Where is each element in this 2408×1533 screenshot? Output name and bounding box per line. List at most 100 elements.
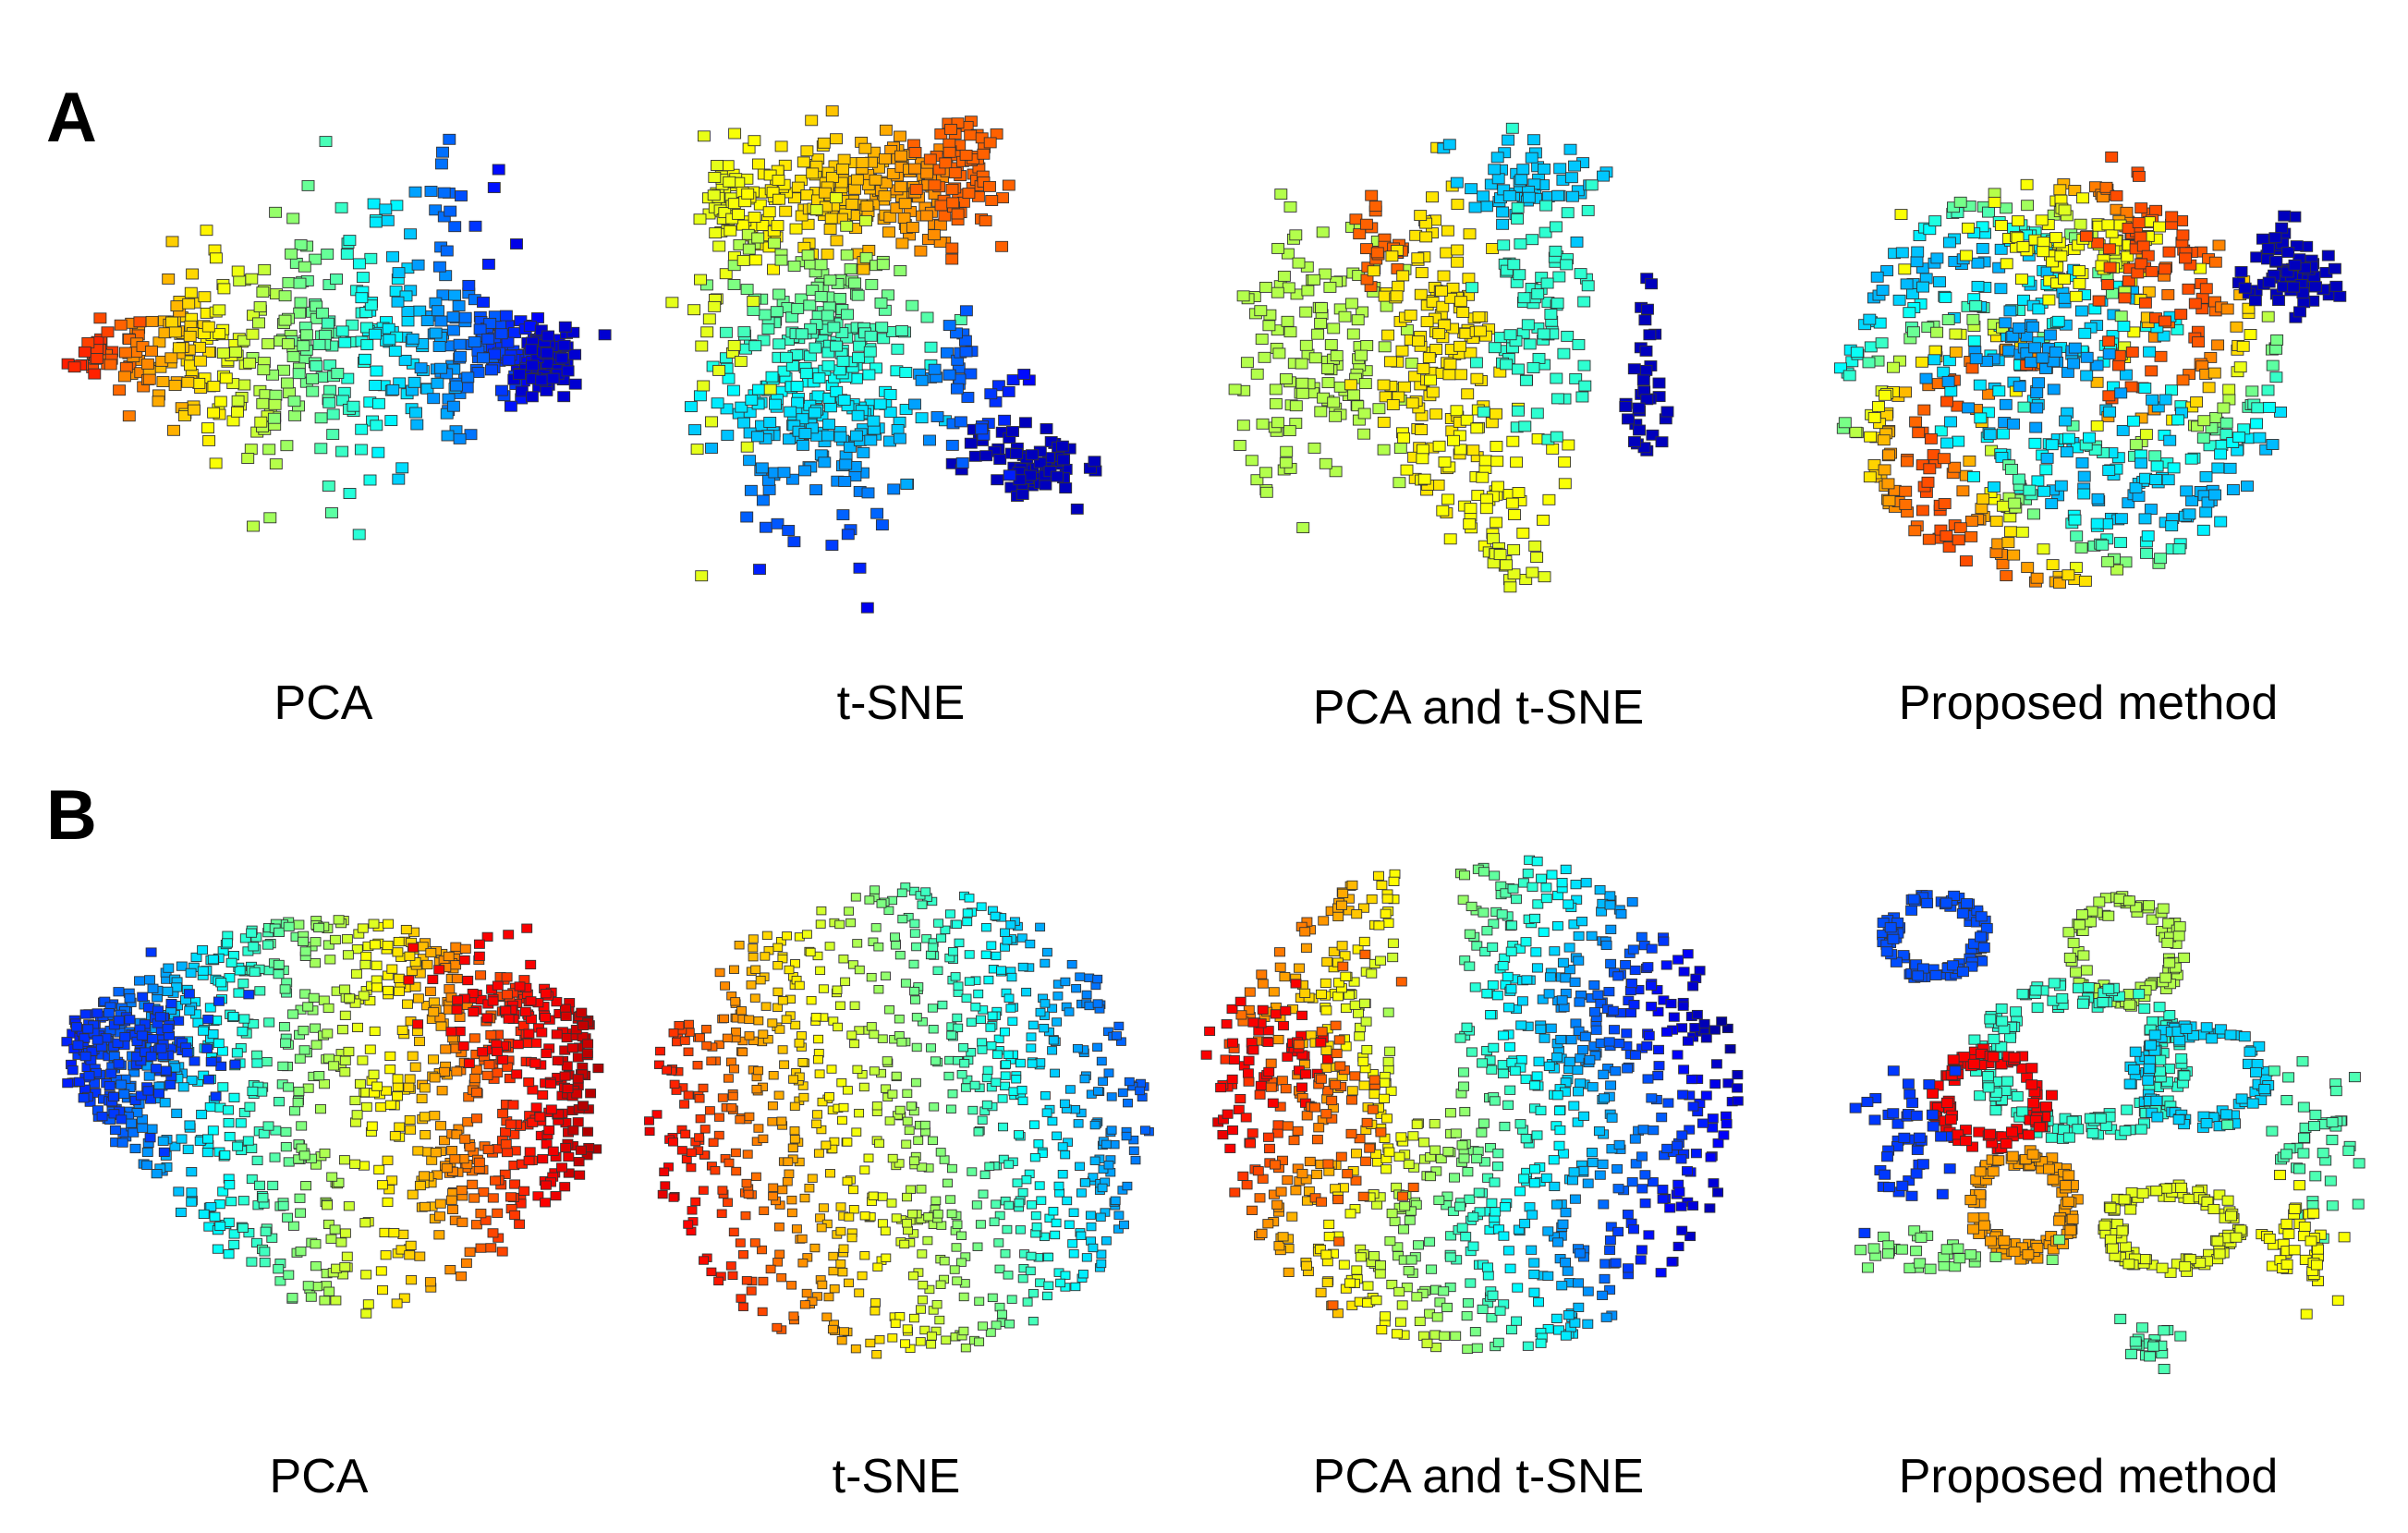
data-point (457, 1040, 469, 1052)
data-point (1240, 357, 1254, 369)
data-point (746, 980, 757, 990)
data-point (298, 261, 311, 273)
data-point (900, 979, 911, 988)
data-point (209, 252, 223, 264)
data-point (695, 570, 709, 582)
data-point (1470, 422, 1484, 434)
data-point (1028, 1288, 1039, 1298)
data-point (483, 317, 497, 329)
data-point (2110, 189, 2123, 201)
data-point (278, 314, 292, 326)
data-point (1940, 395, 1953, 408)
data-point (1523, 338, 1537, 350)
data-point (159, 1098, 171, 1108)
data-point (2129, 481, 2143, 493)
data-point (991, 1320, 1002, 1330)
data-point (1578, 380, 1592, 392)
data-point (501, 990, 513, 1000)
data-point (849, 430, 863, 442)
data-point (210, 1091, 222, 1101)
data-point (898, 198, 912, 210)
data-point (2091, 237, 2105, 249)
data-point (720, 981, 731, 991)
data-point (728, 1227, 739, 1237)
data-point (1863, 313, 1877, 325)
data-point (1255, 334, 1269, 345)
data-point (375, 1101, 387, 1113)
data-point (837, 1267, 848, 1277)
data-point (816, 906, 827, 916)
data-point (2099, 181, 2113, 193)
data-point (1076, 1188, 1087, 1198)
data-point (1546, 443, 1560, 455)
data-point (434, 1198, 446, 1209)
data-point (325, 1234, 337, 1244)
data-point (1443, 359, 1457, 370)
data-point (287, 1221, 299, 1231)
data-point (958, 1326, 969, 1336)
data-point (416, 1093, 428, 1103)
data-point (437, 187, 451, 199)
data-point (1135, 1086, 1146, 1096)
data-point (371, 446, 385, 458)
data-point (909, 929, 920, 938)
data-point (1940, 437, 1953, 449)
data-point (116, 1138, 128, 1148)
data-point (182, 298, 196, 310)
data-point (1012, 1178, 1023, 1187)
data-point (169, 1141, 181, 1151)
data-point (1923, 463, 1937, 475)
data-point (2051, 315, 2065, 327)
data-point (1552, 271, 1566, 283)
data-point (434, 362, 448, 374)
data-point (186, 1167, 198, 1177)
data-point (1499, 1121, 1511, 1132)
data-point (951, 117, 965, 129)
data-point (2102, 348, 2116, 360)
data-point (1636, 374, 1650, 386)
data-point (887, 1153, 898, 1163)
data-point (690, 1197, 701, 1207)
data-point (2204, 351, 2218, 363)
data-point (1066, 959, 1077, 969)
data-point (256, 1087, 268, 1097)
data-point (982, 1065, 993, 1076)
data-point (237, 379, 251, 391)
data-point (856, 156, 870, 168)
data-point (313, 922, 325, 933)
data-point (333, 915, 345, 925)
data-point (800, 189, 814, 201)
data-point (683, 1220, 694, 1229)
data-point (1405, 357, 1418, 369)
data-point (2021, 200, 2035, 212)
data-point (944, 1055, 955, 1065)
data-point (2272, 295, 2285, 307)
data-point (1569, 372, 1583, 384)
data-point (189, 1056, 201, 1066)
data-point (1240, 1113, 1252, 1123)
data-point (369, 940, 381, 950)
data-point (2131, 267, 2145, 279)
data-point (477, 352, 490, 364)
data-point (269, 1152, 281, 1162)
data-point (1121, 1131, 1132, 1141)
data-point (806, 995, 817, 1005)
data-point (2238, 282, 2252, 294)
data-point (364, 252, 378, 264)
data-point (1393, 443, 1407, 455)
data-point (741, 1178, 752, 1188)
data-point (2045, 498, 2059, 510)
data-point (202, 1015, 214, 1025)
data-point (473, 939, 485, 949)
data-point (740, 511, 754, 523)
data-point (722, 372, 736, 384)
data-point (899, 1239, 910, 1249)
data-point (1934, 425, 1948, 437)
data-point (1976, 242, 1989, 254)
data-point (786, 1208, 797, 1218)
data-point (412, 993, 424, 1004)
data-point (977, 148, 991, 160)
data-point (274, 1097, 285, 1107)
data-point (1496, 206, 1510, 218)
data-point (407, 1051, 419, 1061)
